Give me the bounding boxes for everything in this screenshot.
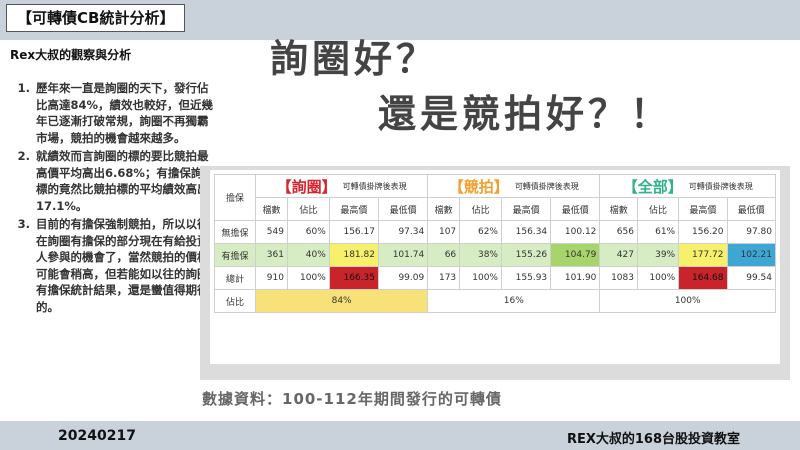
- table-cell: 61%: [636, 220, 680, 244]
- row-label: 有擔保: [214, 243, 256, 267]
- group-header-auction: 【競拍】 可轉債掛牌後表現: [427, 174, 601, 198]
- table-cell: 155.93: [500, 266, 552, 290]
- column-header: 最高價: [500, 197, 552, 221]
- group-note: 可轉債掛牌後表現: [342, 181, 407, 191]
- table-cell: 177.72: [678, 243, 728, 267]
- table-cell: 99.54: [726, 266, 777, 290]
- table-cell: 427: [599, 243, 638, 267]
- table-cell: 100.12: [550, 220, 601, 244]
- table-cell: 39%: [636, 243, 680, 267]
- table-cell: 173: [427, 266, 461, 290]
- column-header: 最低價: [377, 197, 429, 221]
- table-cell: 910: [255, 266, 288, 290]
- table-cell: 155.26: [500, 243, 552, 267]
- column-header: 佔比: [636, 197, 680, 221]
- column-header: 最高價: [678, 197, 728, 221]
- group-header-inquiry: 【詢圈】 可轉債掛牌後表現: [254, 174, 429, 198]
- table-cell: 101.74: [377, 243, 429, 267]
- row-label: 無擔保: [214, 220, 256, 244]
- table-cell: 1083: [599, 266, 638, 290]
- table-cell: 97.34: [377, 220, 429, 244]
- column-header: 最低價: [726, 197, 777, 221]
- group-note: 可轉債掛牌後表現: [514, 181, 579, 191]
- bottom-banner: [0, 421, 800, 450]
- table-cell: 104.79: [550, 243, 601, 267]
- data-source-note: 數據資料：100-112年期間發行的可轉債: [202, 390, 502, 408]
- table-row: 總計 910 100% 166.35 99.09 173 100% 155.93…: [214, 266, 777, 290]
- table-cell: 38%: [459, 243, 502, 267]
- group-title: 【競拍】: [448, 177, 509, 196]
- row-label: 佔比: [214, 289, 256, 313]
- observation-list: 歷年來一直是詢圈的天下，發行佔比高達84%，績效也較好，但近幾年已逐漸打破常規，…: [14, 80, 216, 317]
- column-header: 佔比: [286, 197, 330, 221]
- table-cell: 62%: [459, 220, 502, 244]
- table-cell: 102.21: [726, 243, 777, 267]
- share-cell: 16%: [427, 289, 601, 313]
- table-cell: 100%: [286, 266, 330, 290]
- group-header-all: 【全部】 可轉債掛牌後表現: [599, 174, 776, 198]
- table-cell: 656: [599, 220, 638, 244]
- section-subtitle: Rex大叔的觀察與分析: [10, 48, 132, 62]
- headline-line-2: 還是競拍好？！: [378, 92, 673, 136]
- column-header: 檔數: [599, 197, 638, 221]
- list-item: 目前的有擔保強制競拍，所以以往在詢圈有擔保的部分現在有給投資人參與的機會了，當然…: [34, 216, 216, 315]
- table-cell: 107: [427, 220, 461, 244]
- table-subheader-row: 檔數 佔比 最高價 最低價 檔數 佔比 最高價 最低價 檔數 佔比 最高價 最低…: [215, 197, 777, 221]
- table-cell: 549: [255, 220, 288, 244]
- column-header: 最高價: [328, 197, 379, 221]
- share-row: 佔比 84% 16% 100%: [214, 289, 776, 313]
- row-label-header: 擔保: [214, 174, 256, 221]
- table-cell: 100%: [459, 266, 502, 290]
- column-header: 最低價: [550, 197, 601, 221]
- table-row: 有擔保 361 40% 181.82 101.74 66 38% 155.26 …: [214, 243, 777, 267]
- headline-line-1: 詢圈好？: [270, 37, 439, 81]
- table-cell: 156.20: [678, 220, 728, 244]
- list-item: 歷年來一直是詢圈的天下，發行佔比高達84%，績效也較好，但近幾年已逐漸打破常規，…: [34, 80, 216, 146]
- table-cell: 101.90: [550, 266, 601, 290]
- group-note: 可轉債掛牌後表現: [688, 181, 753, 191]
- list-item: 就績效而言詢圈的標的要比競拍最高價平均高出6.68%；有擔保詢圈標的竟然比競拍標…: [34, 148, 216, 214]
- table-row: 無擔保 549 60% 156.17 97.34 107 62% 156.34 …: [214, 220, 777, 244]
- table-cell: 164.68: [678, 266, 728, 290]
- table-cell: 361: [255, 243, 288, 267]
- column-header: 檔數: [255, 197, 288, 221]
- table-cell: 60%: [286, 220, 330, 244]
- share-cell: 100%: [599, 289, 776, 313]
- statistics-table: 擔保 【詢圈】 可轉債掛牌後表現 【競拍】 可轉債掛牌後表現 【全部】 可轉債掛牌後表…: [214, 174, 777, 313]
- table-cell: 97.80: [726, 220, 777, 244]
- table-cell: 66: [427, 243, 461, 267]
- group-title: 【詢圈】: [276, 177, 337, 196]
- row-label: 總計: [214, 266, 256, 290]
- share-cell: 84%: [254, 289, 429, 313]
- table-cell: 40%: [286, 243, 330, 267]
- table-cell: 156.17: [328, 220, 379, 244]
- footer-brand: REX大叔的168台股投資教室: [566, 432, 740, 447]
- footer-date: 20240217: [58, 428, 136, 444]
- group-title: 【全部】: [622, 177, 683, 196]
- column-header: 檔數: [427, 197, 461, 221]
- table-header-row: 擔保 【詢圈】 可轉債掛牌後表現 【競拍】 可轉債掛牌後表現 【全部】 可轉債掛牌後表…: [214, 174, 776, 221]
- table-cell: 156.34: [500, 220, 552, 244]
- page-title: 【可轉債CB統計分析】: [6, 4, 186, 32]
- column-header: 佔比: [459, 197, 502, 221]
- table-cell: 99.09: [377, 266, 429, 290]
- table-cell: 181.82: [328, 243, 379, 267]
- table-cell: 100%: [636, 266, 680, 290]
- table-cell: 166.35: [328, 266, 379, 290]
